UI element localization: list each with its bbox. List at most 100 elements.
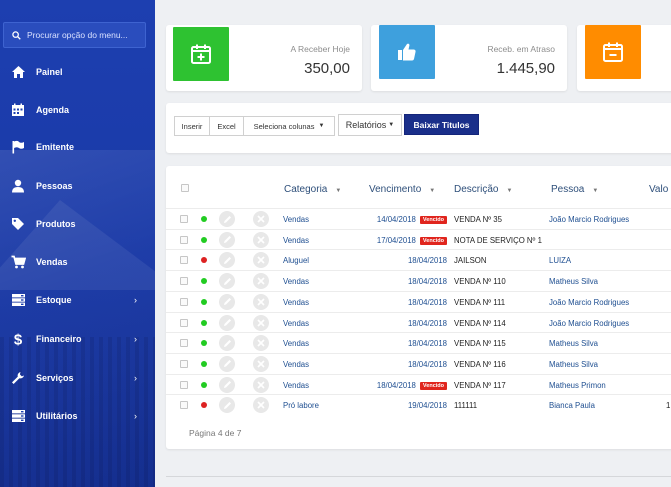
table-row[interactable]: Vendas 18/04/2018 VENDA Nº 116 Matheus Silv… [166,352,671,374]
table-row[interactable]: Vendas 18/04/2018 VENDA Nº 110 Matheus Silv… [166,270,671,291]
status-dot [201,278,207,285]
chevron-right-icon: › [134,295,137,305]
table-row[interactable]: Vendas 18/04/2018 VENDA Nº 111 João Marcio … [166,290,671,312]
baixar-titulos-button[interactable]: Baixar Titulos [404,114,479,135]
cell-descricao: VENDA Nº 117 [454,380,506,390]
delete-icon[interactable] [253,314,269,331]
cell-descricao: JAILSON [454,256,487,266]
edit-icon[interactable] [219,231,235,248]
relatorios-dropdown[interactable]: Relatórios ▼ [338,114,402,136]
sidebar-item-servicos[interactable]: Serviços › [0,363,155,393]
row-checkbox[interactable] [180,297,188,306]
seleciona-colunas-dropdown[interactable]: Seleciona colunas ▼ [243,116,335,136]
row-checkbox[interactable] [180,380,188,389]
delete-icon[interactable] [253,293,269,310]
sidebar-item-produtos[interactable]: Produtos [0,209,155,239]
status-dot [201,381,207,388]
stat-value: 350,00 [304,60,350,77]
server-icon [10,408,26,424]
cell-pessoa: João Marcio Rodrigues [549,318,630,328]
header-pessoa[interactable]: Pessoa ▼ [551,184,599,195]
select-all-checkbox[interactable] [181,184,189,192]
edit-icon[interactable] [219,397,235,414]
tags-icon [10,216,26,232]
menu-search-box[interactable] [3,22,146,48]
header-vencimento[interactable]: Vencimento ▼ [369,184,436,195]
cell-pessoa: Matheus Silva [549,359,598,369]
sidebar-item-pessoas[interactable]: Pessoas [0,171,155,201]
delete-icon[interactable] [253,335,269,352]
cart-icon [10,254,26,270]
calendar-plus-icon [191,44,211,64]
delete-icon[interactable] [253,231,269,248]
row-checkbox[interactable] [180,339,188,348]
sidebar-item-label: Utilitários [36,411,78,421]
table-row[interactable]: Vendas 17/04/2018 Vencido NOTA DE SERVIÇO N… [166,228,671,250]
sidebar-item-utilitarios[interactable]: Utilitários › [0,401,155,431]
sidebar-item-vendas[interactable]: Vendas [0,247,155,277]
sidebar-item-label: Estoque [36,295,72,305]
cell-vencimento: 18/04/2018 Vencido [377,381,447,390]
sidebar-item-label: Emitente [36,142,75,152]
stat-card-receb-atraso: Receb. em Atraso 1.445,90 [371,25,567,91]
delete-icon[interactable] [253,273,269,290]
sidebar-item-estoque[interactable]: Estoque › [0,285,155,315]
cell-categoria: Vendas [283,380,310,390]
row-checkbox[interactable] [180,359,188,368]
row-checkbox[interactable] [180,277,188,286]
row-checkbox[interactable] [180,215,188,223]
row-checkbox[interactable] [180,235,188,244]
vencimento-date: 18/04/2018 [407,256,447,266]
header-categoria[interactable]: Categoria ▼ [284,184,342,195]
stat-label: A Receber Hoje [290,44,350,54]
cell-pessoa: Bianca Paula [549,401,595,411]
edit-icon[interactable] [219,211,235,227]
table-row[interactable]: Vendas 18/04/2018 Vencido VENDA Nº 117 Mathe… [166,373,671,395]
edit-icon[interactable] [219,314,235,331]
delete-icon[interactable] [253,397,269,414]
delete-icon[interactable] [253,376,269,393]
sidebar-item-painel[interactable]: Painel [0,57,155,87]
vencimento-date: 18/04/2018 [407,359,447,369]
row-checkbox[interactable] [180,256,188,265]
dollar-icon: $ [10,331,26,348]
delete-icon[interactable] [253,211,269,227]
cell-vencimento: 18/04/2018 [408,298,447,307]
delete-icon[interactable] [253,355,269,372]
table-row[interactable]: Vendas 14/04/2018 Vencido VENDA Nº 35 João M… [166,208,671,229]
row-checkbox[interactable] [180,318,188,327]
cell-vencimento: 17/04/2018 Vencido [377,236,447,245]
cell-categoria: Vendas [283,235,310,245]
sidebar-item-financeiro[interactable]: $ Financeiro › [0,324,155,354]
status-dot [201,319,207,326]
cell-categoria: Vendas [283,215,310,224]
cell-pessoa: João Marcio Rodrigues [549,215,630,224]
edit-icon[interactable] [219,252,235,269]
sidebar-trees [0,337,155,487]
edit-icon[interactable] [219,273,235,290]
table-row[interactable]: Pró labore 19/04/2018 111111 Bianca Paula 1 [166,394,671,415]
edit-icon[interactable] [219,355,235,372]
sort-caret-icon: ▼ [429,188,436,194]
table-row[interactable]: Vendas 18/04/2018 VENDA Nº 115 Matheus Silv… [166,332,671,353]
vencido-badge: Vencido [419,236,447,245]
row-checkbox[interactable] [180,401,188,410]
status-dot [201,216,207,222]
cell-categoria: Vendas [283,359,310,369]
sidebar-background [0,150,155,487]
header-valor[interactable]: Valo [649,184,669,195]
vencimento-date: 18/04/2018 [376,380,416,390]
edit-icon[interactable] [219,376,235,393]
delete-icon[interactable] [253,252,269,269]
sidebar-item-agenda[interactable]: Agenda [0,95,155,125]
table-row[interactable]: Vendas 18/04/2018 VENDA Nº 114 João Marcio … [166,311,671,333]
excel-button[interactable]: Excel [209,116,244,136]
status-dot [201,360,207,367]
header-descricao[interactable]: Descrição ▼ [454,184,513,195]
table-row[interactable]: Aluguel 18/04/2018 JAILSON LUIZA [166,249,671,270]
edit-icon[interactable] [219,335,235,352]
inserir-button[interactable]: Inserir [174,116,210,136]
menu-search-input[interactable] [27,30,142,40]
sidebar-item-emitente[interactable]: Emitente [0,132,155,162]
edit-icon[interactable] [219,293,235,310]
